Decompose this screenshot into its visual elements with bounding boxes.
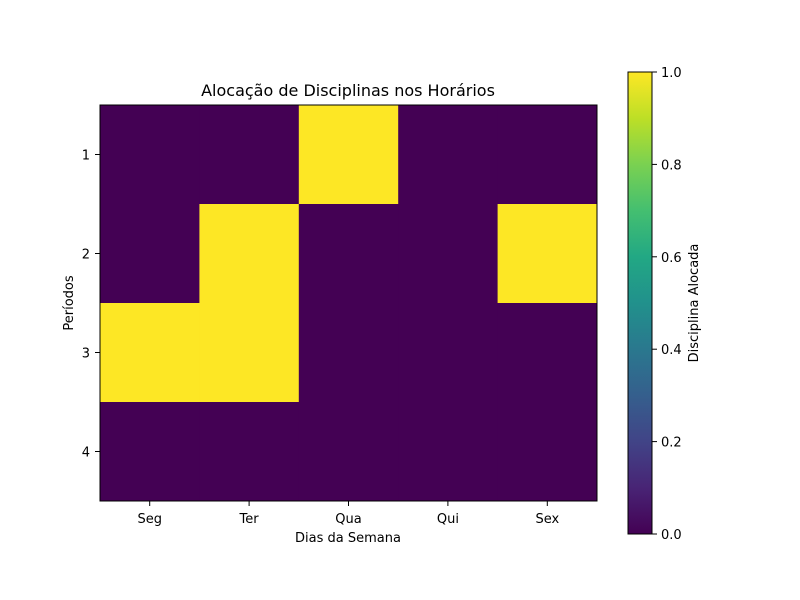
heatmap-cell — [298, 105, 399, 205]
colorbar-label: Disciplina Alocada — [687, 244, 702, 363]
colorbar-ticks: 0.0 0.2 0.4 0.6 0.8 1.0 — [652, 66, 682, 543]
y-axis-ticks: 1 2 3 4 — [82, 149, 100, 461]
y-axis-label: Períodos — [62, 275, 77, 330]
y-tick-label: 4 — [82, 446, 90, 461]
y-tick-label: 2 — [82, 248, 90, 263]
colorbar-tick-label: 0.2 — [661, 436, 682, 451]
heatmap-cell — [298, 204, 399, 304]
colorbar — [627, 71, 653, 535]
x-tick-label: Seg — [137, 512, 162, 527]
x-axis-ticks: Seg Ter Qua Qui Sex — [137, 501, 559, 527]
x-tick-label: Sex — [535, 512, 559, 527]
y-tick-label: 1 — [82, 149, 90, 164]
colorbar-tick-label: 0.6 — [661, 251, 682, 266]
heatmap-cell — [100, 402, 200, 502]
heatmap-cell — [100, 204, 200, 304]
chart-title: Alocação de Disciplinas nos Horários — [201, 81, 495, 100]
x-tick-label: Ter — [239, 512, 260, 527]
heatmap-cell — [497, 402, 598, 502]
heatmap-cell — [199, 402, 300, 502]
colorbar-tick-label: 1.0 — [661, 66, 682, 81]
heatmap-cell — [298, 402, 399, 502]
heatmap-cell — [199, 105, 300, 205]
heatmap-cell — [398, 105, 499, 205]
x-axis-label: Dias da Semana — [295, 531, 401, 546]
heatmap-cell — [100, 105, 200, 205]
heatmap-cell — [497, 204, 598, 304]
colorbar-tick-label: 0.4 — [661, 343, 682, 358]
x-tick-label: Qua — [335, 512, 361, 527]
x-tick-label: Qui — [437, 512, 459, 527]
heatmap-cell — [398, 402, 499, 502]
heatmap-cells — [100, 105, 598, 502]
colorbar-tick-label: 0.8 — [661, 158, 682, 173]
y-tick-label: 3 — [82, 347, 90, 362]
heatmap-cell — [497, 105, 598, 205]
heatmap-cell — [497, 303, 598, 403]
heatmap-cell — [398, 303, 499, 403]
colorbar-tick-label: 0.0 — [661, 528, 682, 543]
heatmap-cell — [199, 204, 300, 304]
heatmap-cell — [398, 204, 499, 304]
heatmap-cell — [199, 303, 300, 403]
heatmap-cell — [100, 303, 200, 403]
heatmap-cell — [298, 303, 399, 403]
